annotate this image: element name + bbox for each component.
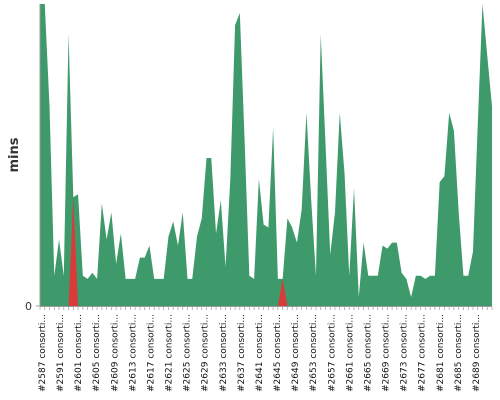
x-tick-label: #2591 consorti... [56, 314, 66, 392]
plot-area [40, 4, 492, 306]
x-tick-label: #2669 consorti... [382, 314, 392, 392]
x-tick-label: #2673 consorti... [400, 314, 410, 392]
highlight-bar [280, 291, 285, 306]
x-tick-label: #2645 consorti... [273, 314, 283, 392]
x-tick-label: #2665 consorti... [363, 314, 373, 392]
x-tick-label: #2605 consorti... [92, 314, 102, 392]
highlight-bar [71, 246, 76, 306]
x-tick-label: #2621 consorti... [165, 314, 175, 392]
y-tick-label: 0 [25, 300, 32, 313]
y-axis: 0 [25, 4, 41, 313]
series-area [40, 4, 492, 306]
x-tick-label: #2649 consorti... [291, 314, 301, 392]
y-axis-label: mins [7, 137, 22, 172]
x-tick-label: #2681 consorti... [436, 314, 446, 392]
x-tick-label: #2629 consorti... [201, 314, 211, 392]
x-tick-label: #2601 consorti... [74, 314, 84, 392]
x-tick-label: #2617 consorti... [146, 314, 156, 392]
x-tick-label: #2625 consorti... [183, 314, 193, 392]
x-tick-label: #2637 consorti... [237, 314, 247, 392]
x-tick-label: #2609 consorti... [110, 314, 120, 392]
x-tick-label: #2689 consorti... [472, 314, 482, 392]
x-tick-label: #2587 consorti... [38, 314, 48, 392]
x-tick-label: #2685 consorti... [454, 314, 464, 392]
x-tick-label: #2633 consorti... [219, 314, 229, 392]
x-tick-label: #2641 consorti... [255, 314, 265, 392]
x-axis: #2587 consorti... #2591 consorti... #2601 … [38, 306, 493, 392]
x-tick-label: #2613 consorti... [128, 314, 138, 392]
x-tick-label: #2657 consorti... [327, 314, 337, 392]
x-tick-label: #2661 consorti... [345, 314, 355, 392]
x-tick-label: #2653 consorti... [309, 314, 319, 392]
x-tick-label: #2677 consorti... [418, 314, 428, 392]
